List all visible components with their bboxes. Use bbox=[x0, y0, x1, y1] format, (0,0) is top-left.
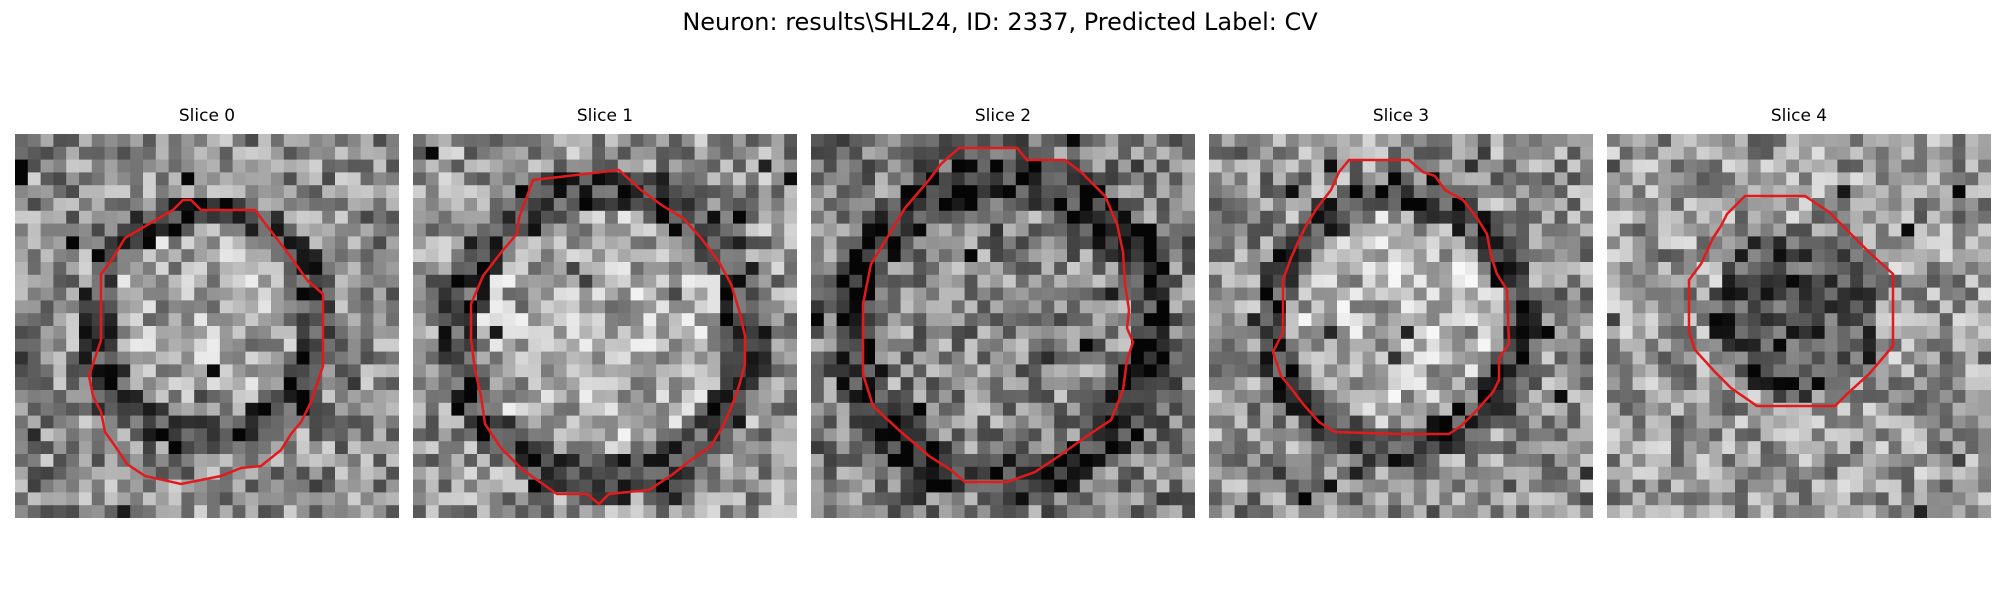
slice-title-2: Slice 2 bbox=[974, 106, 1032, 126]
slice-image-3 bbox=[1209, 134, 1593, 518]
slice-image-2 bbox=[811, 134, 1195, 518]
roi-contour-3 bbox=[1271, 158, 1511, 436]
slice-title-3: Slice 3 bbox=[1372, 106, 1430, 126]
roi-contour-2 bbox=[861, 146, 1135, 484]
roi-contour-0 bbox=[87, 198, 325, 486]
slice-image-0 bbox=[15, 134, 399, 518]
slice-title-4: Slice 4 bbox=[1770, 106, 1828, 126]
slice-image-1 bbox=[413, 134, 797, 518]
roi-contour-4 bbox=[1687, 194, 1895, 408]
slice-image-4 bbox=[1607, 134, 1991, 518]
slice-title-0: Slice 0 bbox=[178, 106, 236, 126]
slice-title-1: Slice 1 bbox=[576, 106, 634, 126]
roi-contour-1 bbox=[469, 168, 747, 506]
figure-title: Neuron: results\SHL24, ID: 2337, Predict… bbox=[682, 8, 1318, 36]
